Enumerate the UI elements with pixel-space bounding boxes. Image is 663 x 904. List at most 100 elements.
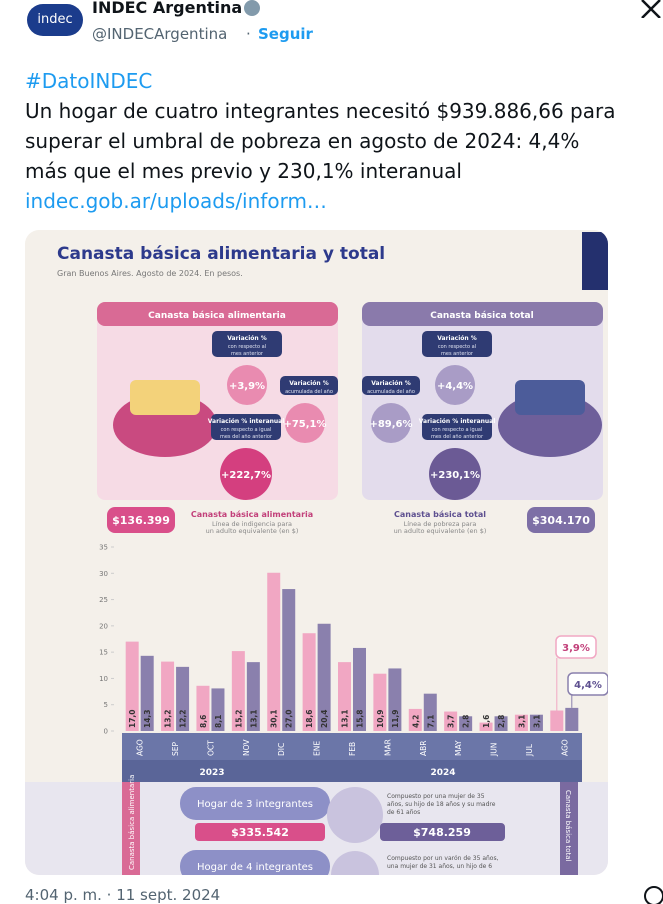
avatar[interactable]: indec xyxy=(27,4,83,36)
price: $304.170 xyxy=(532,514,590,527)
variation-note: mes anterior xyxy=(231,351,264,357)
variation-value: +230,1% xyxy=(430,470,480,481)
variation-label xyxy=(280,376,338,395)
price-note: un adulto equivalente (en $) xyxy=(394,527,487,535)
variation-circle xyxy=(227,365,267,405)
link[interactable]: indec.gob.ar/uploads/inform… xyxy=(25,189,327,213)
x-tick-label: NOV xyxy=(242,739,251,756)
household-pill xyxy=(180,787,330,820)
variation-value: +3,9% xyxy=(229,381,265,392)
variation-note: con respecto a igual xyxy=(432,427,483,433)
household-icon xyxy=(327,787,383,843)
follow-button[interactable]: Seguir xyxy=(258,25,313,43)
value-label: 8,1 xyxy=(214,715,223,728)
price-title: Canasta básica total xyxy=(394,510,486,519)
variation-note: con respecto a igual xyxy=(221,427,272,433)
variation-label-text: Variación % xyxy=(227,335,267,342)
household-icon xyxy=(331,851,379,875)
variation-circle xyxy=(429,448,481,500)
value-label: 30,1 xyxy=(270,709,279,728)
x-logo[interactable] xyxy=(641,0,661,18)
value-label: 4,2 xyxy=(411,715,420,728)
side-strip xyxy=(122,782,140,875)
value-label: 18,6 xyxy=(305,709,314,728)
author-name[interactable]: INDEC Argentina xyxy=(92,0,243,17)
value-label: 15,8 xyxy=(356,709,365,728)
y-tick-label: 35 xyxy=(99,544,108,552)
bar xyxy=(317,623,331,731)
value-label: 11,9 xyxy=(391,709,400,728)
y-tick-label: 25 xyxy=(99,596,108,604)
value-label: 12,2 xyxy=(179,709,188,728)
x-tick-label: ENE xyxy=(313,741,322,756)
bar xyxy=(373,673,387,731)
x-tick-label: OCT xyxy=(206,740,215,756)
value-label: 3,1 xyxy=(517,715,526,728)
household-pill xyxy=(180,850,330,875)
household-note: años, su hijo de 18 años y su madre xyxy=(387,801,496,808)
value-label: 3,9% xyxy=(562,643,590,654)
value-label: 17,0 xyxy=(128,709,137,728)
variation-circle xyxy=(220,448,272,500)
price: $136.399 xyxy=(112,514,170,527)
variation-label-text: Variación % interanual xyxy=(208,418,285,425)
handle[interactable]: @INDECArgentina xyxy=(92,25,228,43)
bar xyxy=(302,633,316,731)
bar xyxy=(140,655,154,731)
hashtag[interactable]: #DatoINDEC xyxy=(25,69,153,93)
bar xyxy=(565,707,579,731)
variation-label xyxy=(422,414,492,440)
side-label: Canasta básica alimentaria xyxy=(128,775,136,870)
value-label: 4,4% xyxy=(574,680,602,691)
value-label: 15,2 xyxy=(234,709,243,728)
bar xyxy=(196,685,210,731)
tweet-text: más que el mes previo y 230,1% interanua… xyxy=(25,159,462,183)
bar xyxy=(444,711,458,731)
y-tick-label: 30 xyxy=(99,570,108,578)
basket-goods xyxy=(130,380,200,415)
panel-header xyxy=(97,302,338,326)
x-tick-label: FEB xyxy=(348,742,357,756)
infographic[interactable]: Canasta básica alimentaria y total Gran … xyxy=(25,230,608,875)
bar xyxy=(267,572,281,731)
price-note: Línea de pobreza para xyxy=(404,520,477,528)
basket-icon xyxy=(582,232,608,290)
bar xyxy=(529,714,543,731)
info-icon[interactable] xyxy=(644,886,663,904)
variation-label xyxy=(422,331,492,357)
value-label: 14,3 xyxy=(143,709,152,728)
household-note: Compuesto por un varón de 35 años, xyxy=(387,855,499,862)
value-label: 8,6 xyxy=(199,715,208,728)
price-note: Línea de indigencia para xyxy=(212,520,292,528)
value-label: 20,4 xyxy=(320,709,329,728)
x-tick-label: JUL xyxy=(525,743,534,757)
y-tick-label: 10 xyxy=(99,675,108,683)
variation-circle xyxy=(285,403,325,443)
x-tick-label: MAY xyxy=(454,740,463,756)
value-label: 7,1 xyxy=(426,715,435,728)
bar xyxy=(246,662,260,731)
x-tick-label: AGO xyxy=(136,739,145,756)
bar xyxy=(459,716,473,731)
x-tick-label: ABR xyxy=(419,741,428,757)
variation-label-text: Variación % xyxy=(371,380,411,387)
bar xyxy=(388,668,402,731)
variation-circle xyxy=(435,365,475,405)
y-tick-label: 5 xyxy=(104,701,108,709)
callout xyxy=(567,672,608,696)
variation-note: con respecto al xyxy=(228,344,266,350)
variation-value: +75,1% xyxy=(283,419,326,430)
bar xyxy=(408,708,422,731)
variation-label xyxy=(212,331,282,357)
bar xyxy=(353,647,366,731)
value-label: 3,7 xyxy=(447,715,456,728)
value-label: 27,0 xyxy=(285,709,294,728)
household-price-text: $748.259 xyxy=(413,826,471,839)
variation-note: mes del año anterior xyxy=(431,434,484,440)
variation-note: acumulada del año xyxy=(367,389,415,395)
variation-value: +89,6% xyxy=(369,419,412,430)
x-tick-label: SEP xyxy=(171,742,180,756)
timestamp[interactable]: 4:04 p. m. · 11 sept. 2024 xyxy=(25,886,221,904)
x-tick-label: MAR xyxy=(383,739,392,756)
variation-note: mes del año anterior xyxy=(220,434,273,440)
